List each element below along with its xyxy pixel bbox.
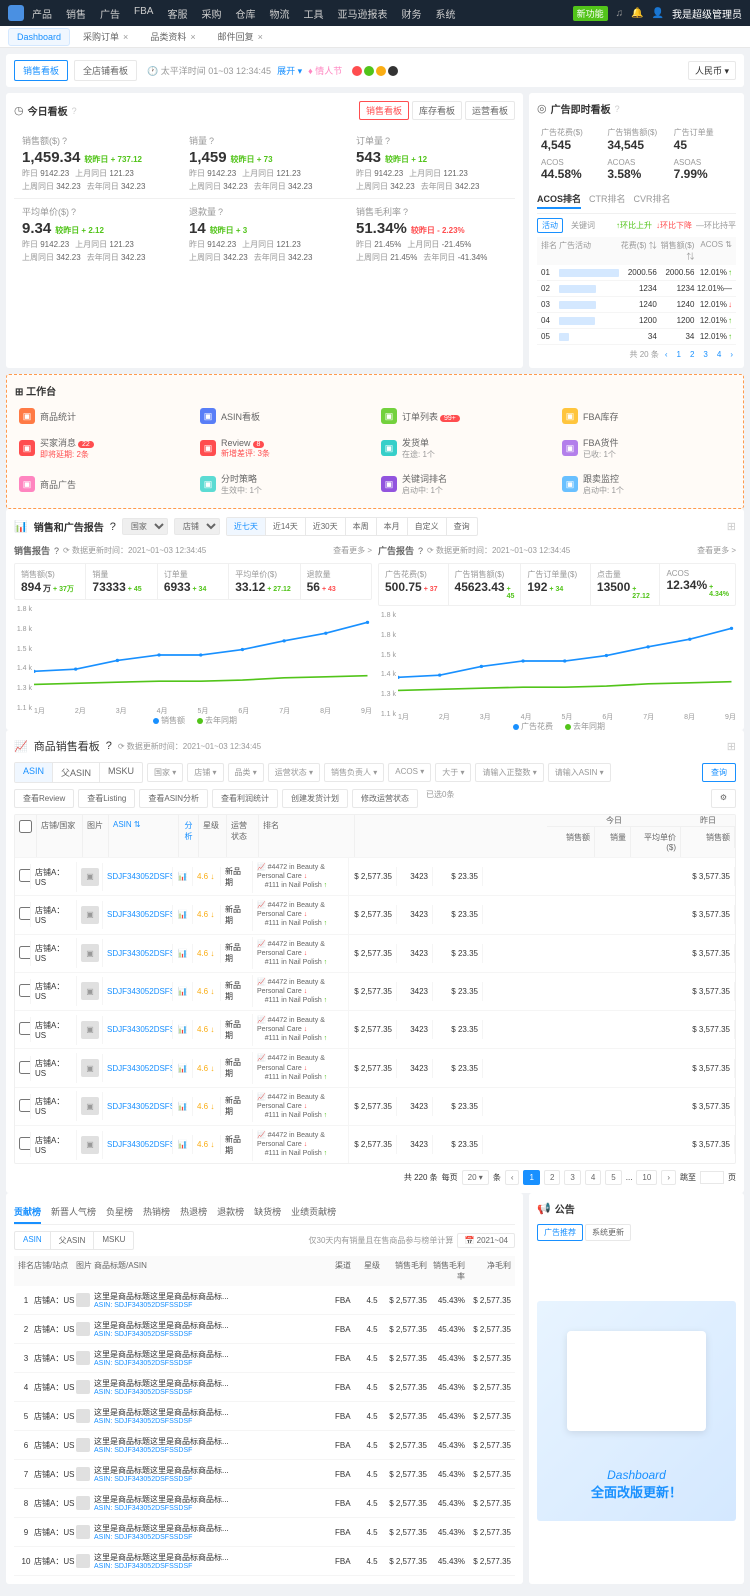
notice-panel: 📢公告 广告推荐系统更新 Dashboard 全面改版更新！ <box>529 1193 744 1584</box>
headset-icon[interactable]: ♫ <box>616 8 624 19</box>
page-tabs: Dashboard采购订单 ×品类资料 ×邮件回复 × <box>0 26 750 48</box>
date-picker[interactable]: 📅 2021~04 <box>457 1233 515 1248</box>
tab[interactable]: 品类资料 × <box>141 26 204 47</box>
ad-icon: ◎ <box>537 102 547 115</box>
workbench: ⊞ 工作台 ▣商品统计▣ASIN看板▣订单列表99+▣FBA库存▣买家消息22即… <box>6 374 744 509</box>
nav-亚马逊报表[interactable]: 亚马逊报表 <box>337 6 387 21</box>
product-table: 📈 商品销售看板 ? ⟳ 数据更新时间：2021~01~03 12:34:45 … <box>6 730 744 1193</box>
nav-销售[interactable]: 销售 <box>66 6 86 21</box>
country-select[interactable]: 国家 <box>122 518 168 535</box>
currency-select[interactable]: 人民币 ▾ <box>688 61 736 80</box>
ad-panel: ◎ 广告即时看板 ? 广告花费($)4,545广告销售额($)34,545广告订… <box>529 93 744 368</box>
nav-财务[interactable]: 财务 <box>401 6 421 21</box>
sales-report: 📊 销售和广告报告 ? 国家 店铺 近七天近14天近30天本周本月自定义查询 ⊞… <box>6 509 744 730</box>
nav-FBA[interactable]: FBA <box>134 6 153 21</box>
query-button[interactable]: 查询 <box>702 763 736 782</box>
nav-广告[interactable]: 广告 <box>100 6 120 21</box>
subtab-allstore[interactable]: 全店铺看板 <box>74 60 137 81</box>
logo[interactable] <box>8 5 24 21</box>
nav-工具[interactable]: 工具 <box>303 6 323 21</box>
nav-系统[interactable]: 系统 <box>435 6 455 21</box>
expand-btn[interactable]: 展开 ▾ <box>277 64 302 77</box>
tab[interactable]: 邮件回复 × <box>209 26 272 47</box>
help-icon[interactable]: ? <box>72 106 77 116</box>
nav-仓库[interactable]: 仓库 <box>235 6 255 21</box>
time-label: 🕐 太平洋时间 01~03 12:34:45 <box>147 64 271 77</box>
nav-采购[interactable]: 采购 <box>201 6 221 21</box>
top-nav: 产品销售广告 FBA 客服采购仓库物流工具亚马逊报表财务系统 新功能 ♫ 🔔 👤 我… <box>0 0 750 26</box>
sub-tabs: 销售看板 全店铺看板 🕐 太平洋时间 01~03 12:34:45 展开 ▾ ♦… <box>6 54 744 87</box>
nav-产品[interactable]: 产品 <box>32 6 52 21</box>
bell-icon[interactable]: 🔔 <box>631 8 643 19</box>
today-title: 今日看板 <box>28 103 68 118</box>
ranking-panel: 贡献榜新晋人气榜负星榜热销榜热退榜退款榜缺货榜业绩贡献榜 ASIN父ASINMS… <box>6 1193 523 1584</box>
new-feature-badge[interactable]: 新功能 <box>573 6 608 21</box>
nav-物流[interactable]: 物流 <box>269 6 289 21</box>
tab[interactable]: 采购订单 × <box>74 26 137 47</box>
username[interactable]: 我是超级管理员 <box>672 6 742 21</box>
today-panel: ◷ 今日看板 ? 销售看板库存看板运营看板 销售额($) ? 1,459.34较… <box>6 93 523 368</box>
subtab-sales[interactable]: 销售看板 <box>14 60 68 81</box>
user-icon[interactable]: 👤 <box>652 8 664 19</box>
dashboard-icon: ◷ <box>14 104 24 117</box>
nav-客服[interactable]: 客服 <box>167 6 187 21</box>
tab[interactable]: Dashboard <box>8 28 70 46</box>
main-menu: 产品销售广告 FBA 客服采购仓库物流工具亚马逊报表财务系统 <box>32 6 573 21</box>
store-select[interactable]: 店铺 <box>174 518 220 535</box>
